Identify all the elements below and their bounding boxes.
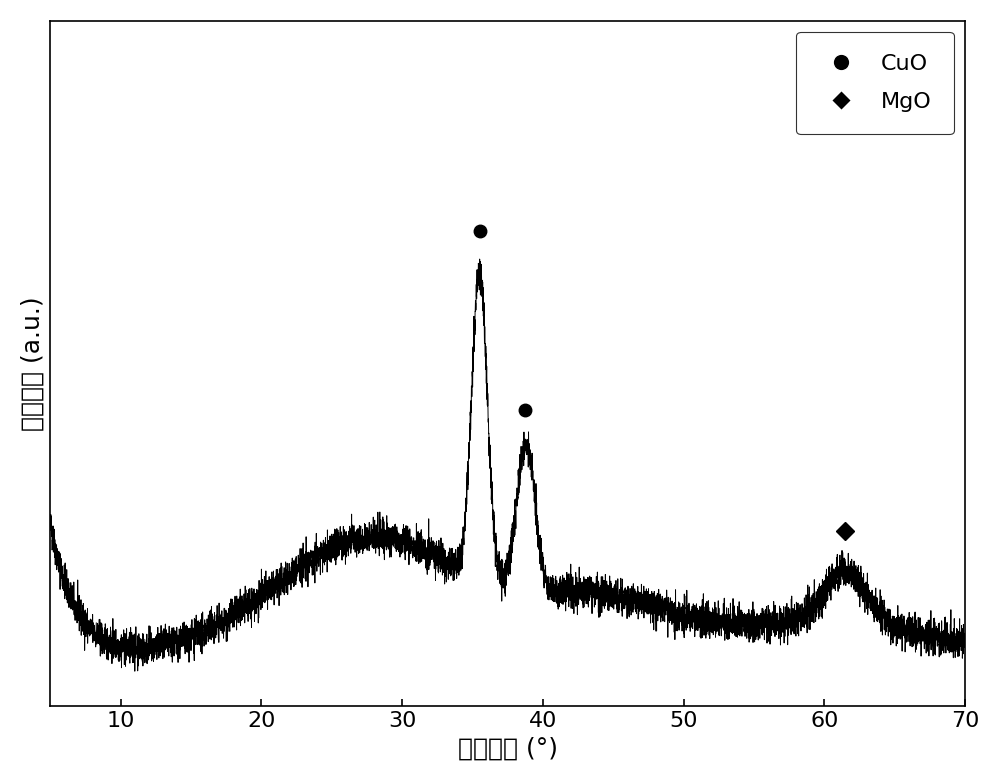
Y-axis label: 相对强度 (a.u.): 相对强度 (a.u.) bbox=[21, 296, 45, 430]
X-axis label: 衍射角度 (°): 衍射角度 (°) bbox=[458, 736, 558, 760]
Legend: CuO, MgO: CuO, MgO bbox=[796, 32, 954, 134]
